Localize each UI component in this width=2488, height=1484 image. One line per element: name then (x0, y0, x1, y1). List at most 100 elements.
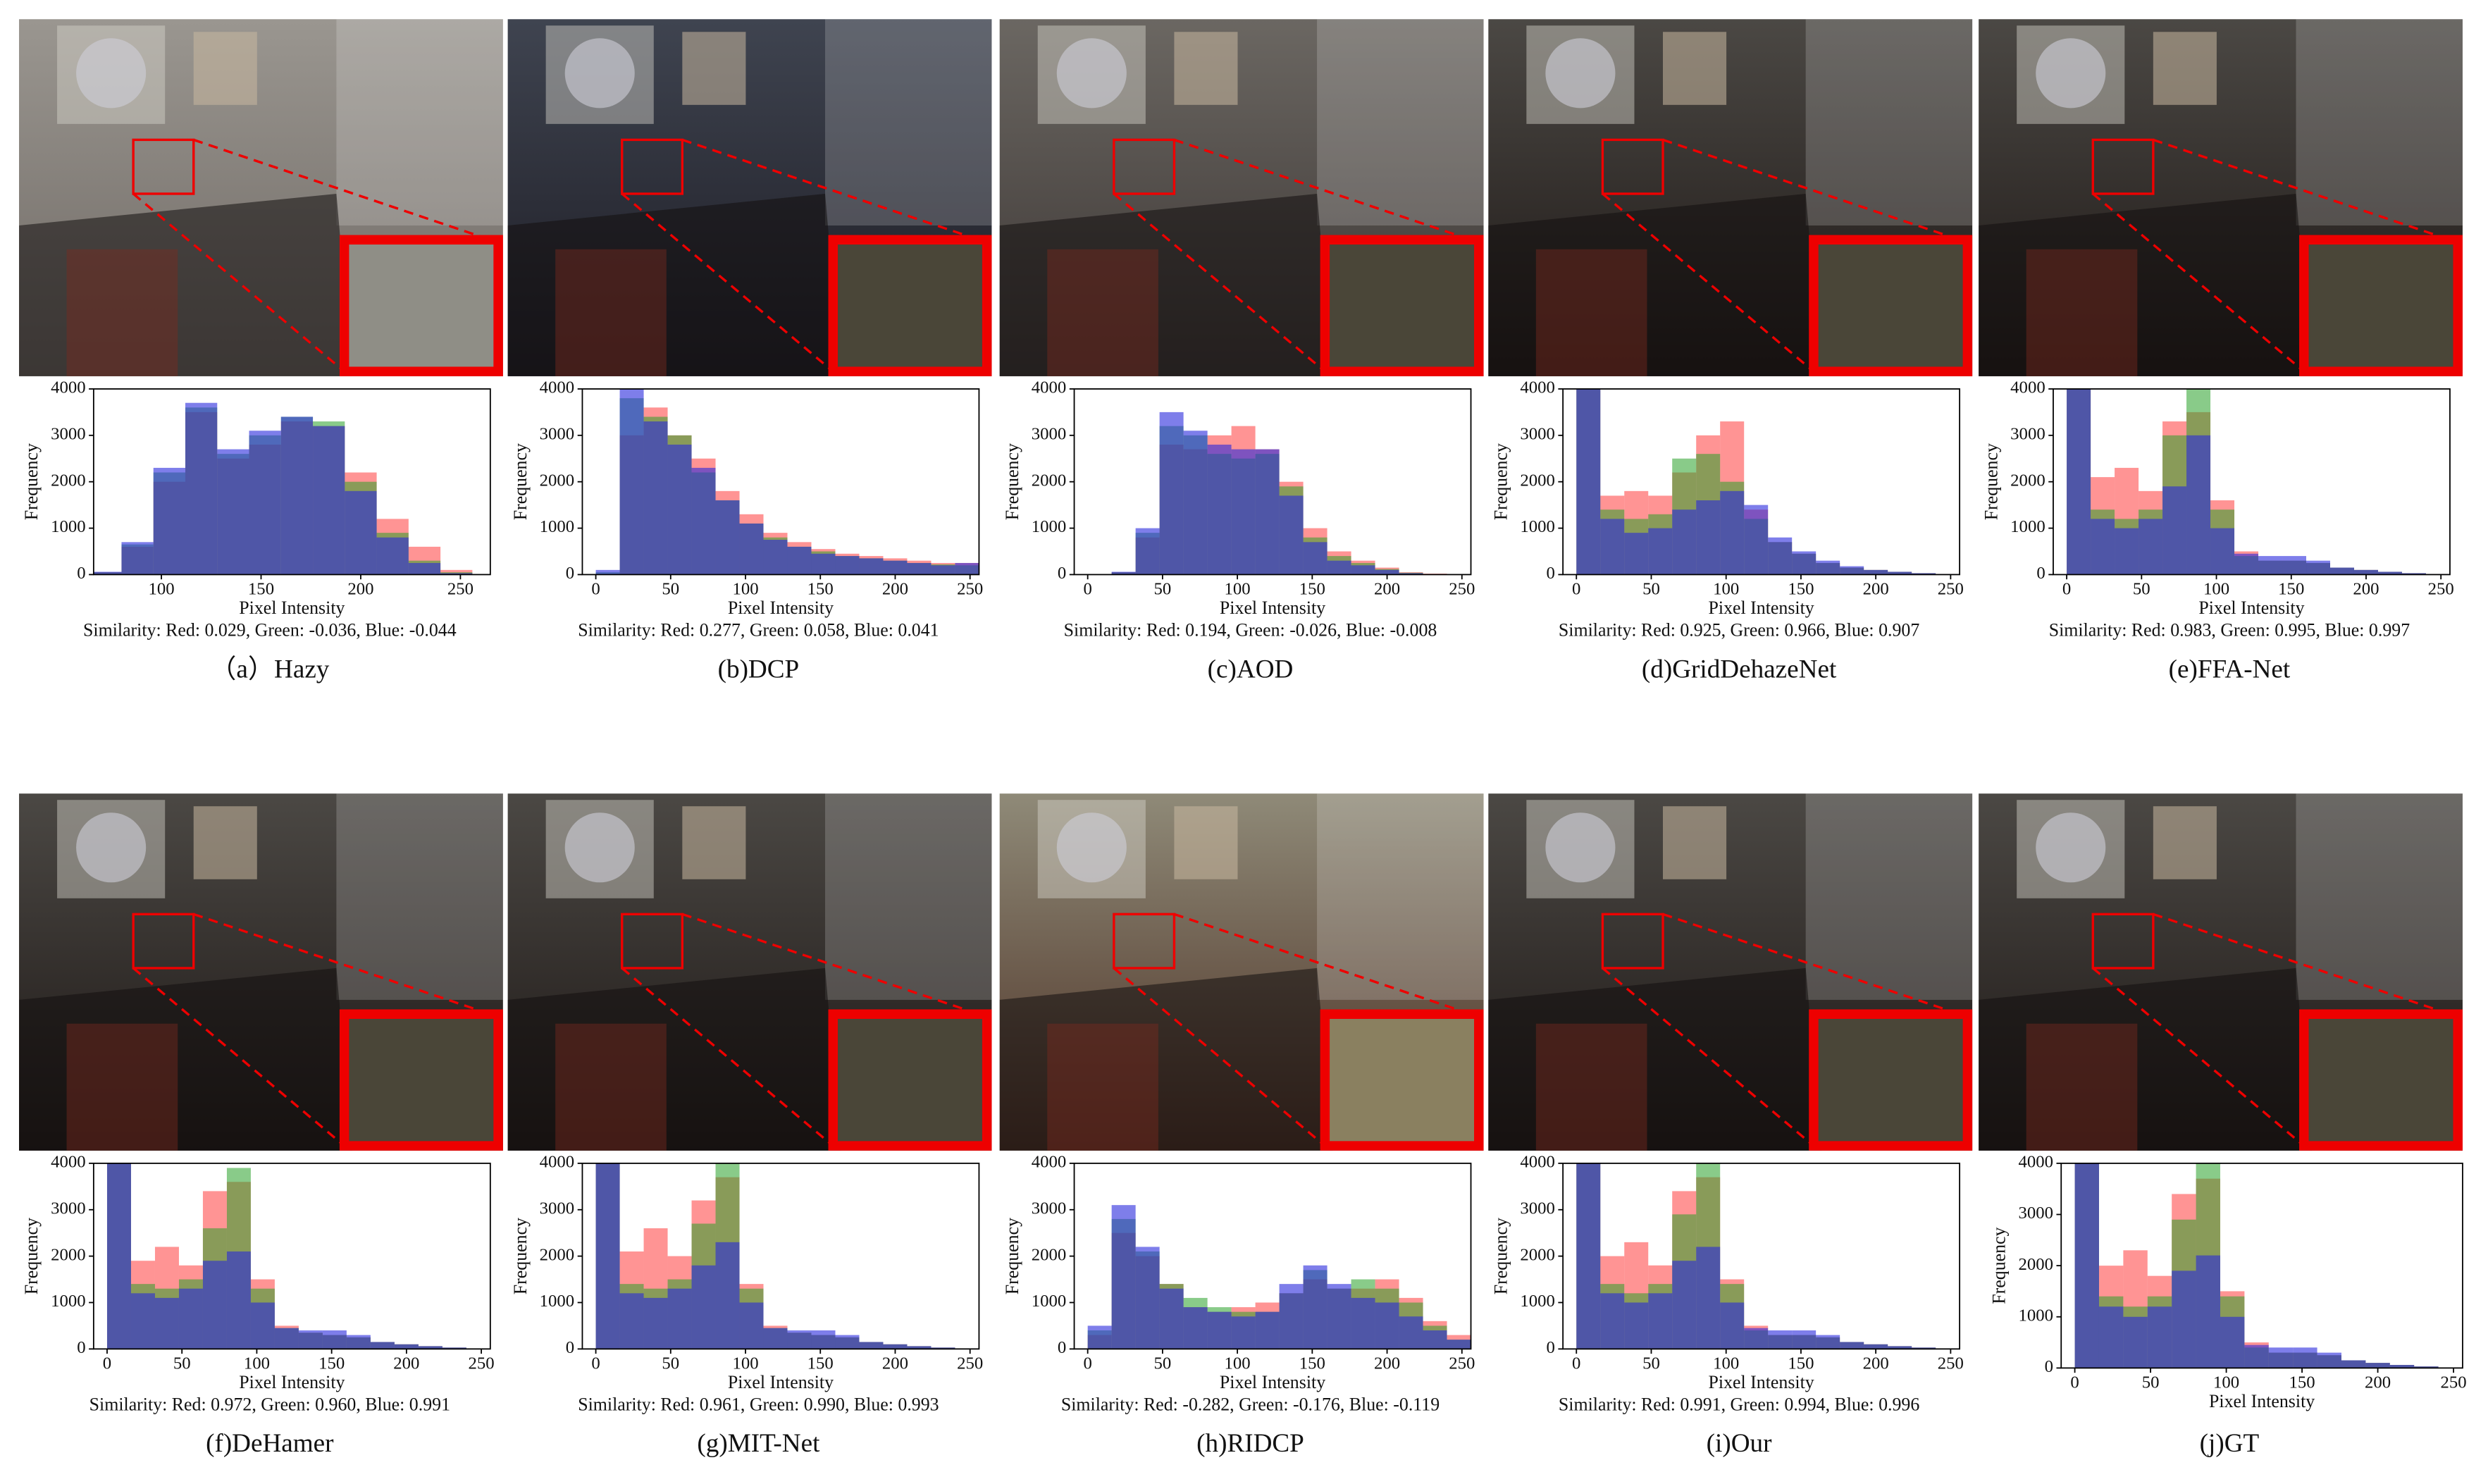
cabinet-door (1535, 1023, 1647, 1151)
x-tick-label: 100 (732, 580, 758, 599)
histogram: 0 1000 2000 3000 4000 0 50 100 150 200 250 Pixel In… (510, 1153, 983, 1415)
similarity-note: Similarity: Red: 0.277, Green: 0.058, Bl… (578, 619, 939, 640)
histogram-bar (1624, 1302, 1649, 1349)
x-tick-label: 250 (1938, 580, 1964, 599)
plate (76, 812, 147, 883)
y-tick-label: 2000 (51, 1245, 86, 1264)
y-tick-label: 1000 (2010, 517, 2046, 536)
histogram-bar (1768, 1330, 1793, 1349)
histogram-bar (1303, 1265, 1327, 1349)
photo (1979, 793, 2463, 1151)
histogram-bar (619, 1293, 644, 1349)
y-axis-label: Frequency (1490, 1218, 1511, 1294)
histogram: 0 1000 2000 3000 4000 100 150 200 250 Pixel Inten… (21, 378, 491, 640)
histogram-bar (811, 1330, 836, 1349)
y-tick-label: 0 (1546, 564, 1554, 583)
zoom-guide (1173, 138, 1476, 243)
cabinet-door (1047, 1023, 1158, 1151)
caption: (f)DeHamer (206, 1429, 334, 1458)
histogram-bar (1135, 528, 1160, 575)
y-axis-label: Frequency (510, 1218, 531, 1294)
y-tick-label: 3000 (540, 1199, 575, 1218)
histogram-bar (2341, 1360, 2366, 1368)
histogram-bar (1159, 412, 1184, 575)
y-tick-label: 2000 (540, 471, 575, 490)
caption: （a）Hazy (210, 655, 330, 684)
histogram-bar (1135, 1247, 1160, 1349)
histogram-bar (1255, 449, 1280, 575)
x-tick-label: 200 (1863, 1354, 1889, 1373)
zoom-guide (2092, 192, 2305, 373)
x-axis-label: Pixel Intensity (2209, 1391, 2315, 1411)
histogram-bar (715, 500, 740, 575)
door-frame (1317, 793, 1484, 1000)
histogram-bar (859, 558, 884, 575)
bars (1087, 1205, 1471, 1349)
x-tick-label: 250 (957, 580, 983, 599)
histogram-bar (1744, 1328, 1769, 1349)
cabinet-door (2026, 1023, 2138, 1151)
zoom-guide (681, 913, 984, 1018)
caption: (e)FFA-Net (2169, 655, 2291, 684)
histogram-bar (1888, 571, 1912, 575)
y-tick-label: 3000 (51, 1199, 86, 1218)
histogram-bar (2074, 1163, 2099, 1368)
histogram-bar (1600, 519, 1625, 575)
bars (2067, 388, 2450, 575)
histogram-bar (1696, 1247, 1721, 1349)
x-tick-label: 50 (1154, 1354, 1172, 1373)
y-tick-label: 2000 (1032, 1245, 1067, 1264)
door-frame (1805, 19, 1973, 226)
histogram-bar (1207, 444, 1232, 575)
histogram-bar (322, 1330, 347, 1349)
y-tick-label: 4000 (2018, 1153, 2053, 1172)
plate (2036, 812, 2106, 883)
x-tick-label: 250 (469, 1354, 495, 1373)
similarity-note: Similarity: Red: 0.961, Green: 0.990, Bl… (578, 1394, 939, 1414)
plate (1056, 38, 1127, 109)
histogram-bar (121, 542, 154, 575)
zoom-guide (621, 967, 834, 1147)
histogram-bar (1864, 1344, 1888, 1349)
x-tick-label: 50 (1642, 1354, 1660, 1373)
histogram-bar (2414, 1366, 2439, 1368)
histogram-bar (1279, 1284, 1304, 1349)
x-tick-label: 0 (103, 1354, 111, 1373)
histogram-bar (217, 449, 249, 575)
x-axis-label: Pixel Intensity (728, 1372, 834, 1392)
histogram-bar (93, 571, 122, 575)
y-axis-label: Frequency (510, 443, 531, 520)
y-tick-label: 0 (566, 564, 574, 583)
histogram-bar (643, 421, 668, 575)
zoom-guide (1113, 967, 1326, 1147)
bars (93, 402, 473, 575)
zoom-guide (193, 913, 496, 1018)
y-axis-label: Frequency (21, 1218, 42, 1294)
y-tick-label: 1000 (51, 1292, 86, 1311)
histogram-bar (2172, 1270, 2196, 1368)
y-tick-label: 2000 (2010, 471, 2046, 490)
zoom-guide (2092, 967, 2305, 1147)
x-tick-label: 0 (591, 580, 600, 599)
y-tick-label: 2000 (1520, 471, 1555, 490)
bars (595, 388, 979, 575)
histogram-bar (2147, 1306, 2172, 1368)
histogram-bar (185, 402, 218, 575)
y-tick-label: 1000 (1032, 517, 1067, 536)
histogram-bar (280, 416, 314, 575)
zoom-inset (828, 1009, 992, 1151)
histogram-bar (883, 1344, 908, 1349)
zoom-guide (132, 192, 345, 373)
histogram-bar (2282, 556, 2307, 575)
similarity-note: Similarity: Red: -0.282, Green: -0.176, … (1061, 1394, 1440, 1414)
histogram: 0 1000 2000 3000 4000 0 50 100 150 200 250 Pixel In… (1002, 378, 1475, 641)
zoom-guide (1662, 138, 1965, 243)
histogram-bar (1183, 1307, 1208, 1349)
cabinet (19, 967, 352, 1151)
x-tick-label: 100 (732, 1354, 758, 1373)
photo (1488, 793, 1973, 1151)
histogram-bar (2091, 519, 2115, 575)
y-axis-label: Frequency (1989, 1227, 2010, 1304)
x-axis-label: Pixel Intensity (239, 598, 345, 618)
histogram: 0 1000 2000 3000 4000 0 50 100 150 200 250 Pixel In… (1490, 378, 1963, 641)
